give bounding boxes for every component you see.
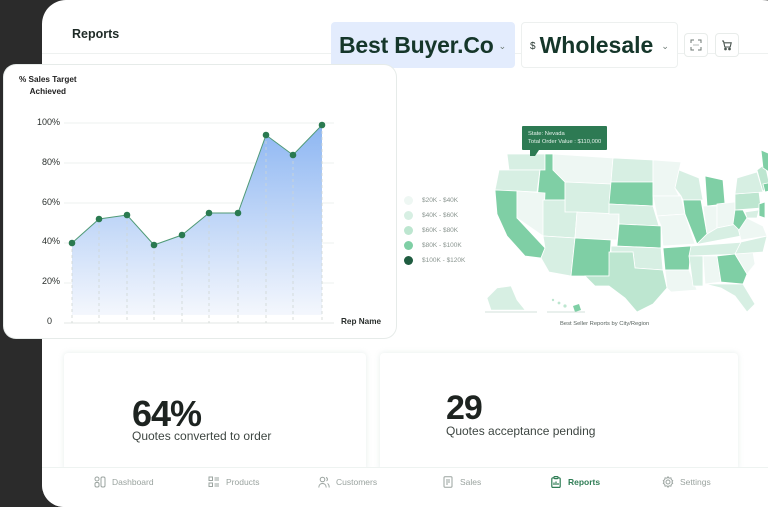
nav-item-reports[interactable]: Reports <box>550 476 600 488</box>
chart-title-line2: Achieved <box>29 87 67 96</box>
nav-label: Settings <box>680 477 711 487</box>
company-selector[interactable]: Best Buyer.Co ⌄ <box>331 22 515 68</box>
legend-label: $40K - $60K <box>422 212 459 219</box>
y-tick: 20% <box>41 276 60 286</box>
sales-icon <box>443 476 453 488</box>
nav-label: Sales <box>460 477 482 487</box>
area-chart <box>64 121 334 324</box>
page-title: Reports <box>72 27 120 41</box>
legend-item: $20K - $40K <box>404 193 465 208</box>
settings-icon <box>662 476 674 488</box>
y-tick: 0 <box>46 316 52 326</box>
legend-item: $100K - $120K <box>404 253 465 268</box>
legend-label: $100K - $120K <box>422 257 466 264</box>
tooltip-state: State: Nevada <box>528 131 565 137</box>
legend-swatch <box>404 196 413 205</box>
stat-label: Quotes converted to order <box>132 429 272 443</box>
legend-item: $40K - $60K <box>404 208 465 223</box>
legend-item: $60K - $80K <box>404 223 465 238</box>
nav-label: Customers <box>336 477 378 487</box>
map-legend: $20K - $40K $40K - $60K $60K - $80K $80K… <box>404 193 465 268</box>
legend-swatch <box>404 211 413 220</box>
legend-swatch <box>404 226 413 235</box>
map-caption: Best Seller Reports by City/Region <box>560 321 650 327</box>
products-icon <box>208 476 219 487</box>
x-axis-label: Rep Name <box>341 317 382 326</box>
price-list-name: Wholesale <box>539 31 654 58</box>
dashboard-icon <box>94 476 106 488</box>
price-list-selector[interactable]: $ Wholesale ⌄ <box>521 22 678 68</box>
top-bar: Reports Best Buyer.Co ⌄ $ Wholesale ⌄ <box>42 0 768 68</box>
app-window: Reports Best Buyer.Co ⌄ $ Wholesale ⌄ <box>42 0 768 507</box>
nav-label: Dashboard <box>112 477 154 487</box>
legend-label: $20K - $40K <box>422 197 459 204</box>
nav-item-settings[interactable]: Settings <box>662 476 711 488</box>
legend-label: $60K - $80K <box>422 227 459 234</box>
map-tooltip: State: Nevada Total Order Value : $110,0… <box>522 126 608 156</box>
customers-icon <box>318 476 330 488</box>
company-name: Best Buyer.Co <box>339 31 494 58</box>
us-choropleth-map[interactable] <box>485 148 768 313</box>
legend-swatch <box>404 256 413 265</box>
stat-card-quotes-pending: 29 Quotes acceptance pending <box>380 353 738 471</box>
reports-icon <box>551 476 561 488</box>
scan-icon <box>690 39 702 51</box>
y-tick: 40% <box>41 236 60 246</box>
y-tick: 100% <box>36 117 60 127</box>
stat-card-quotes-converted: 64% Quotes converted to order <box>64 353 366 471</box>
nav-label: Products <box>226 477 260 487</box>
tooltip-order-value: Total Order Value : $110,000 <box>528 139 602 145</box>
legend-item: $80K - $100K <box>404 238 465 253</box>
y-tick: 80% <box>41 157 60 167</box>
stat-label: Quotes acceptance pending <box>446 424 596 438</box>
currency-icon: $ <box>530 40 536 52</box>
nav-label: Reports <box>568 477 601 487</box>
stat-value: 64% <box>132 393 202 434</box>
nav-item-sales[interactable]: Sales <box>442 476 481 488</box>
legend-label: $80K - $100K <box>422 242 462 249</box>
chart-title: % Sales Target Achieved <box>19 74 77 98</box>
chart-title-line1: % Sales Target <box>19 75 77 84</box>
sales-target-chart-card: % Sales Target Achieved 100% 80% 60% 40%… <box>4 65 396 338</box>
chevron-down-icon: ⌄ <box>661 40 669 51</box>
nav-item-products[interactable]: Products <box>208 476 260 488</box>
bottom-nav: Dashboard Products Customers Sales Repor… <box>42 467 768 507</box>
scan-button[interactable] <box>684 33 708 57</box>
cart-icon <box>722 40 732 51</box>
cart-button[interactable] <box>715 33 739 57</box>
legend-swatch <box>404 241 413 250</box>
map-panel: $20K - $40K $40K - $60K $60K - $80K $80K… <box>390 110 768 340</box>
nav-item-dashboard[interactable]: Dashboard <box>94 476 154 488</box>
y-tick: 60% <box>41 197 60 207</box>
chevron-down-icon: ⌄ <box>498 40 507 51</box>
nav-item-customers[interactable]: Customers <box>318 476 377 488</box>
stat-value: 29 <box>446 389 483 427</box>
